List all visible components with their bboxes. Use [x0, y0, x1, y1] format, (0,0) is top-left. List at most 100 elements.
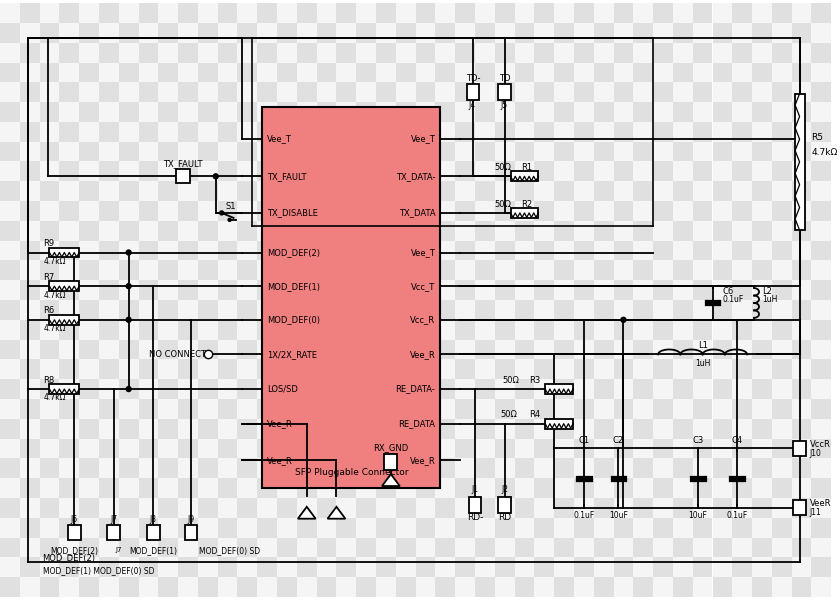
Bar [574, 260, 594, 280]
Bar [712, 0, 732, 3]
Bar [613, 518, 633, 538]
Bar [475, 557, 495, 577]
Bar [511, 172, 538, 181]
Bar [534, 379, 554, 399]
Bar [356, 340, 376, 359]
Bar [158, 379, 178, 399]
Bar [277, 557, 297, 577]
Bar [317, 82, 337, 102]
Bar [396, 439, 416, 458]
Text: VeeR: VeeR [810, 499, 831, 508]
Bar [574, 498, 594, 518]
Bar [158, 142, 178, 161]
Bar [811, 82, 832, 102]
Bar [79, 498, 99, 518]
Bar [574, 379, 594, 399]
Bar [376, 3, 396, 23]
Text: Vee_R: Vee_R [410, 350, 435, 359]
Bar [574, 577, 594, 597]
Bar [376, 43, 396, 62]
Bar [238, 419, 257, 439]
Bar [475, 260, 495, 280]
Bar [39, 221, 60, 241]
Bar [257, 577, 277, 597]
Bar [79, 241, 99, 260]
Bar [495, 300, 515, 320]
Bar [633, 62, 654, 82]
Bar [811, 340, 832, 359]
Bar [60, 142, 79, 161]
Bar [772, 340, 791, 359]
Bar [475, 538, 495, 557]
Bar [712, 320, 732, 340]
Bar [356, 458, 376, 478]
Bar [20, 82, 39, 102]
Bar [693, 3, 712, 23]
Bar [455, 0, 475, 3]
Bar [554, 201, 574, 221]
Text: RE_DATA-: RE_DATA- [396, 385, 435, 394]
Bar [455, 419, 475, 439]
Bar [337, 62, 356, 82]
Text: TX_FAULT: TX_FAULT [267, 172, 307, 181]
Bar [832, 3, 840, 23]
Bar [60, 518, 79, 538]
Bar [118, 478, 139, 498]
Bar [198, 260, 218, 280]
Bar [218, 478, 238, 498]
Bar [158, 538, 178, 557]
Bar [455, 62, 475, 82]
Bar [534, 102, 554, 122]
Bar [297, 419, 317, 439]
Bar [455, 439, 475, 458]
Bar [376, 320, 396, 340]
Bar [257, 379, 277, 399]
Bar [337, 419, 356, 439]
Bar [594, 62, 613, 82]
Bar [811, 300, 832, 320]
Bar [396, 201, 416, 221]
Bar [594, 359, 613, 379]
Bar [693, 23, 712, 43]
Bar [495, 538, 515, 557]
Bar [515, 379, 534, 399]
Bar [79, 340, 99, 359]
Bar [732, 181, 752, 201]
Bar [772, 300, 791, 320]
Bar [435, 399, 455, 419]
Bar [60, 300, 79, 320]
Bar [416, 478, 435, 498]
Bar [712, 241, 732, 260]
Bar [832, 260, 840, 280]
Bar [455, 23, 475, 43]
Bar [118, 221, 139, 241]
Bar [257, 518, 277, 538]
Bar [39, 439, 60, 458]
Text: J10: J10 [810, 449, 822, 458]
Bar [50, 281, 79, 291]
Bar [613, 201, 633, 221]
Bar [60, 3, 79, 23]
Text: MOD_DEF(2): MOD_DEF(2) [50, 546, 98, 555]
Bar [594, 23, 613, 43]
Bar [79, 439, 99, 458]
Bar [613, 142, 633, 161]
Bar [793, 441, 806, 456]
Bar [178, 300, 198, 320]
Bar [534, 181, 554, 201]
Bar [515, 340, 534, 359]
Bar [416, 260, 435, 280]
Bar [654, 478, 673, 498]
Bar [435, 161, 455, 181]
Bar [455, 201, 475, 221]
Bar [218, 320, 238, 340]
Bar [356, 478, 376, 498]
Bar [356, 577, 376, 597]
Bar [416, 458, 435, 478]
Bar [654, 0, 673, 3]
Bar [475, 181, 495, 201]
Bar [693, 161, 712, 181]
Bar [317, 458, 337, 478]
Bar [178, 359, 198, 379]
Bar [455, 161, 475, 181]
